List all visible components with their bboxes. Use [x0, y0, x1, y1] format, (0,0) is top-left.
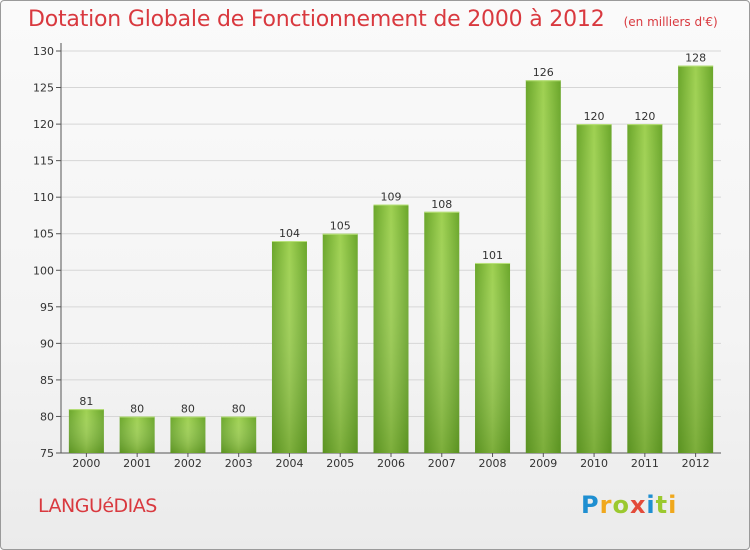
x-tick-label: 2007	[428, 457, 456, 470]
value-label: 120	[634, 110, 655, 123]
x-tick-label: 2004	[275, 457, 303, 470]
value-label: 120	[584, 110, 605, 123]
x-tick-label: 2012	[682, 457, 710, 470]
labels: 75 80 85 90 95 100 105 110 115 120 125 130 81 2000 80 2…	[33, 45, 710, 470]
bar-shade	[576, 124, 612, 453]
bar-shade	[424, 211, 460, 453]
bar-shade	[119, 416, 155, 453]
chart-subtitle: (en milliers d'€)	[623, 15, 718, 29]
bar-shade	[627, 124, 663, 453]
logo-letter: P	[581, 491, 600, 519]
value-label: 105	[330, 220, 351, 233]
value-label: 80	[232, 402, 246, 415]
y-tick-label: 80	[40, 410, 54, 423]
title-row: Dotation Globale de Fonctionnement de 20…	[28, 7, 718, 32]
bar-shade	[373, 204, 409, 453]
bar-shade	[221, 416, 257, 453]
value-label: 126	[533, 66, 554, 79]
x-tick-label: 2005	[326, 457, 354, 470]
value-label: 128	[685, 52, 706, 65]
logo-letter: i	[646, 491, 656, 519]
y-tick-label: 115	[33, 155, 54, 168]
x-tick-label: 2003	[225, 457, 253, 470]
x-tick-label: 2008	[479, 457, 507, 470]
value-label: 80	[181, 402, 195, 415]
bar-shade	[525, 80, 561, 454]
value-label: 101	[482, 249, 503, 262]
logo-letter: t	[655, 491, 669, 519]
value-label: 80	[130, 402, 144, 415]
x-tick-label: 2000	[72, 457, 100, 470]
logo-letter: o	[612, 491, 630, 519]
logo-letter: r	[599, 491, 613, 519]
bar-shade	[68, 409, 104, 453]
y-tick-label: 90	[40, 337, 54, 350]
value-label: 81	[79, 395, 93, 408]
y-tick-label: 105	[33, 228, 54, 241]
logo-letter: x	[629, 491, 647, 519]
bars	[68, 65, 714, 454]
x-tick-label: 2010	[580, 457, 608, 470]
bar-shade	[322, 233, 358, 453]
bar-shade	[678, 65, 714, 454]
bar-shade	[475, 262, 511, 453]
y-tick-label: 85	[40, 374, 54, 387]
value-label: 108	[431, 198, 452, 211]
value-label: 104	[279, 227, 300, 240]
proxiti-logo: Proxiti	[581, 491, 677, 519]
y-tick-label: 110	[33, 191, 54, 204]
value-label: 109	[381, 190, 402, 203]
y-tick-label: 130	[33, 45, 54, 58]
y-tick-label: 95	[40, 301, 54, 314]
logo-letter: i	[668, 491, 678, 519]
bar-shade	[271, 241, 307, 453]
x-tick-label: 2001	[123, 457, 151, 470]
x-tick-label: 2009	[529, 457, 557, 470]
y-tick-label: 120	[33, 118, 54, 131]
x-tick-label: 2002	[174, 457, 202, 470]
bar-shade	[170, 416, 206, 453]
y-tick-label: 75	[40, 447, 54, 460]
x-tick-label: 2006	[377, 457, 405, 470]
y-tick-label: 125	[33, 82, 54, 95]
y-tick-label: 100	[33, 264, 54, 277]
x-tick-label: 2011	[631, 457, 659, 470]
commune-name: LANGUéDIAS	[38, 495, 157, 517]
chart-title: Dotation Globale de Fonctionnement de 20…	[28, 7, 605, 32]
